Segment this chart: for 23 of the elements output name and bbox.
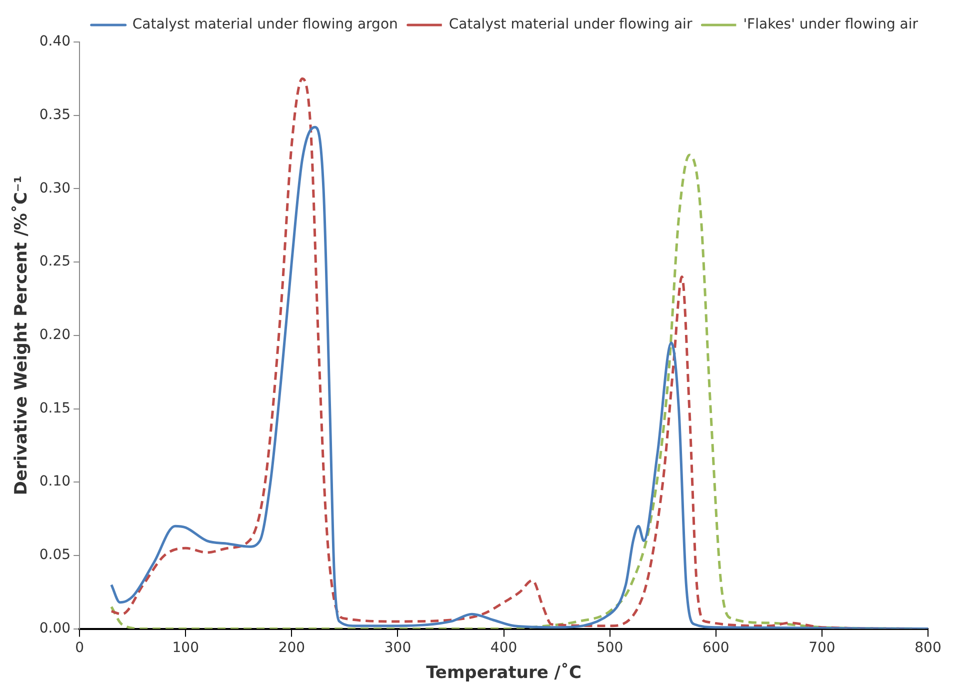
- x-tick-label: 100: [172, 640, 199, 656]
- x-tick-label: 400: [490, 640, 518, 656]
- y-tick-label: 0.40: [39, 34, 71, 50]
- x-tick-label: 500: [596, 640, 624, 656]
- x-tick-label: 300: [384, 640, 412, 656]
- y-tick-label: 0.20: [39, 327, 71, 344]
- y-tick-label: 0.15: [39, 400, 71, 416]
- y-tick-label: 0.35: [39, 106, 71, 123]
- legend-label: Catalyst material under flowing air: [448, 16, 692, 33]
- x-tick-label: 200: [278, 640, 306, 656]
- x-tick-label: 700: [808, 640, 836, 656]
- legend-label: Catalyst material under flowing argon: [132, 16, 398, 33]
- legend-label: 'Flakes' under flowing air: [743, 16, 918, 33]
- x-tick-label: 0: [75, 640, 84, 656]
- y-tick-label: 0.05: [39, 547, 71, 564]
- y-axis-title: Derivative Weight Percent /%˚C⁻¹: [10, 176, 32, 496]
- y-tick-label: 0.00: [39, 620, 71, 636]
- y-tick-label: 0.10: [39, 474, 71, 490]
- y-tick-label: 0.30: [39, 180, 71, 196]
- y-tick-label: 0.25: [39, 254, 71, 270]
- x-tick-label: 800: [914, 640, 942, 656]
- x-axis-title: Temperature /˚C: [426, 662, 582, 684]
- x-tick-label: 600: [702, 640, 730, 656]
